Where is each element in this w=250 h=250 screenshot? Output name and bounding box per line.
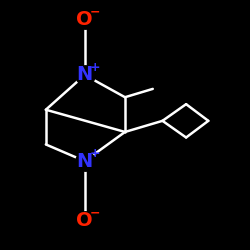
Text: −: − bbox=[90, 206, 101, 220]
Text: +: + bbox=[90, 147, 101, 160]
Text: N: N bbox=[76, 152, 93, 171]
Text: O: O bbox=[76, 211, 93, 230]
Text: −: − bbox=[90, 5, 101, 18]
Text: +: + bbox=[90, 61, 101, 74]
Text: N: N bbox=[76, 66, 93, 84]
Text: O: O bbox=[76, 10, 93, 29]
